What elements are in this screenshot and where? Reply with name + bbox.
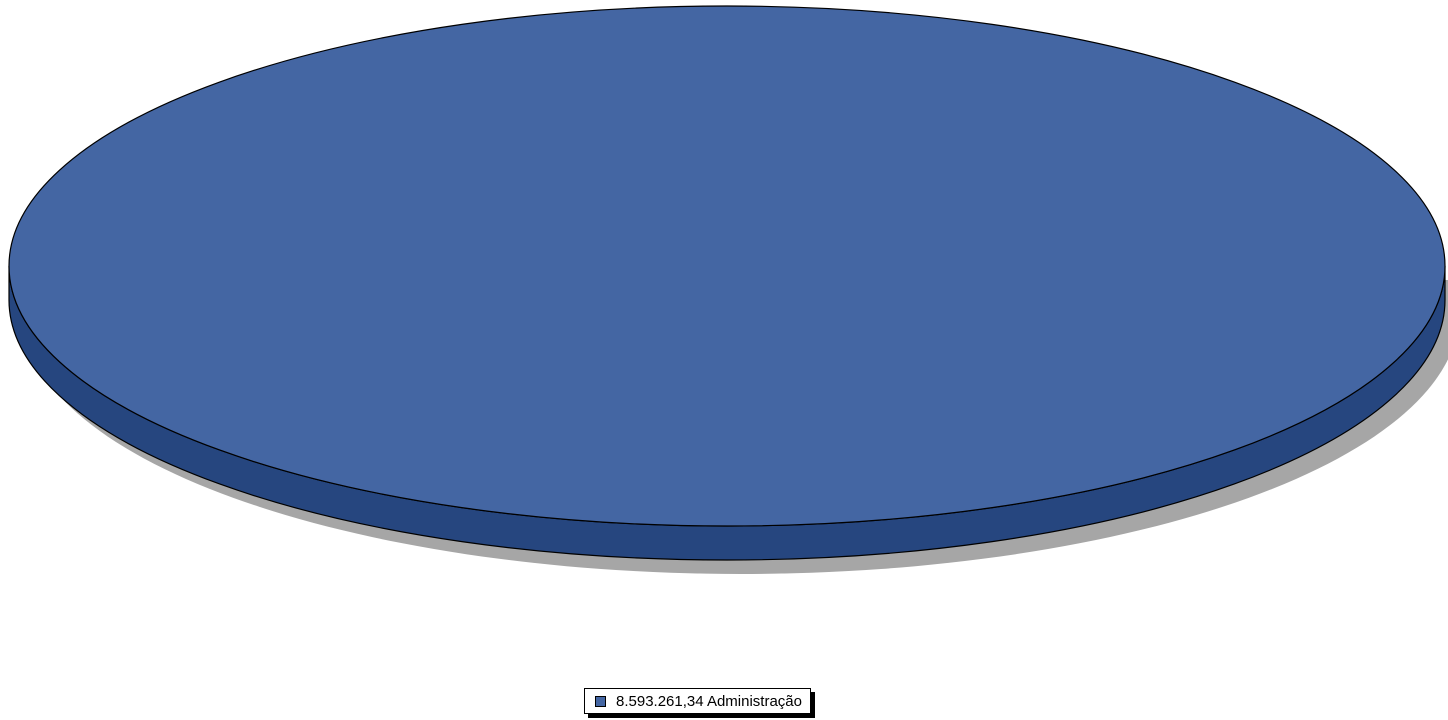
legend-value: 8.593.261,34 [616, 692, 704, 710]
legend-category: Administração [706, 692, 802, 710]
legend: 8.593.261,34 Administração [584, 688, 811, 714]
legend-swatch-administracao [595, 695, 606, 707]
pie-slices [8, 5, 1448, 574]
pie-slice-administracao [8, 5, 1446, 527]
legend-label-administracao: 8.593.261,34 Administração [616, 693, 802, 710]
